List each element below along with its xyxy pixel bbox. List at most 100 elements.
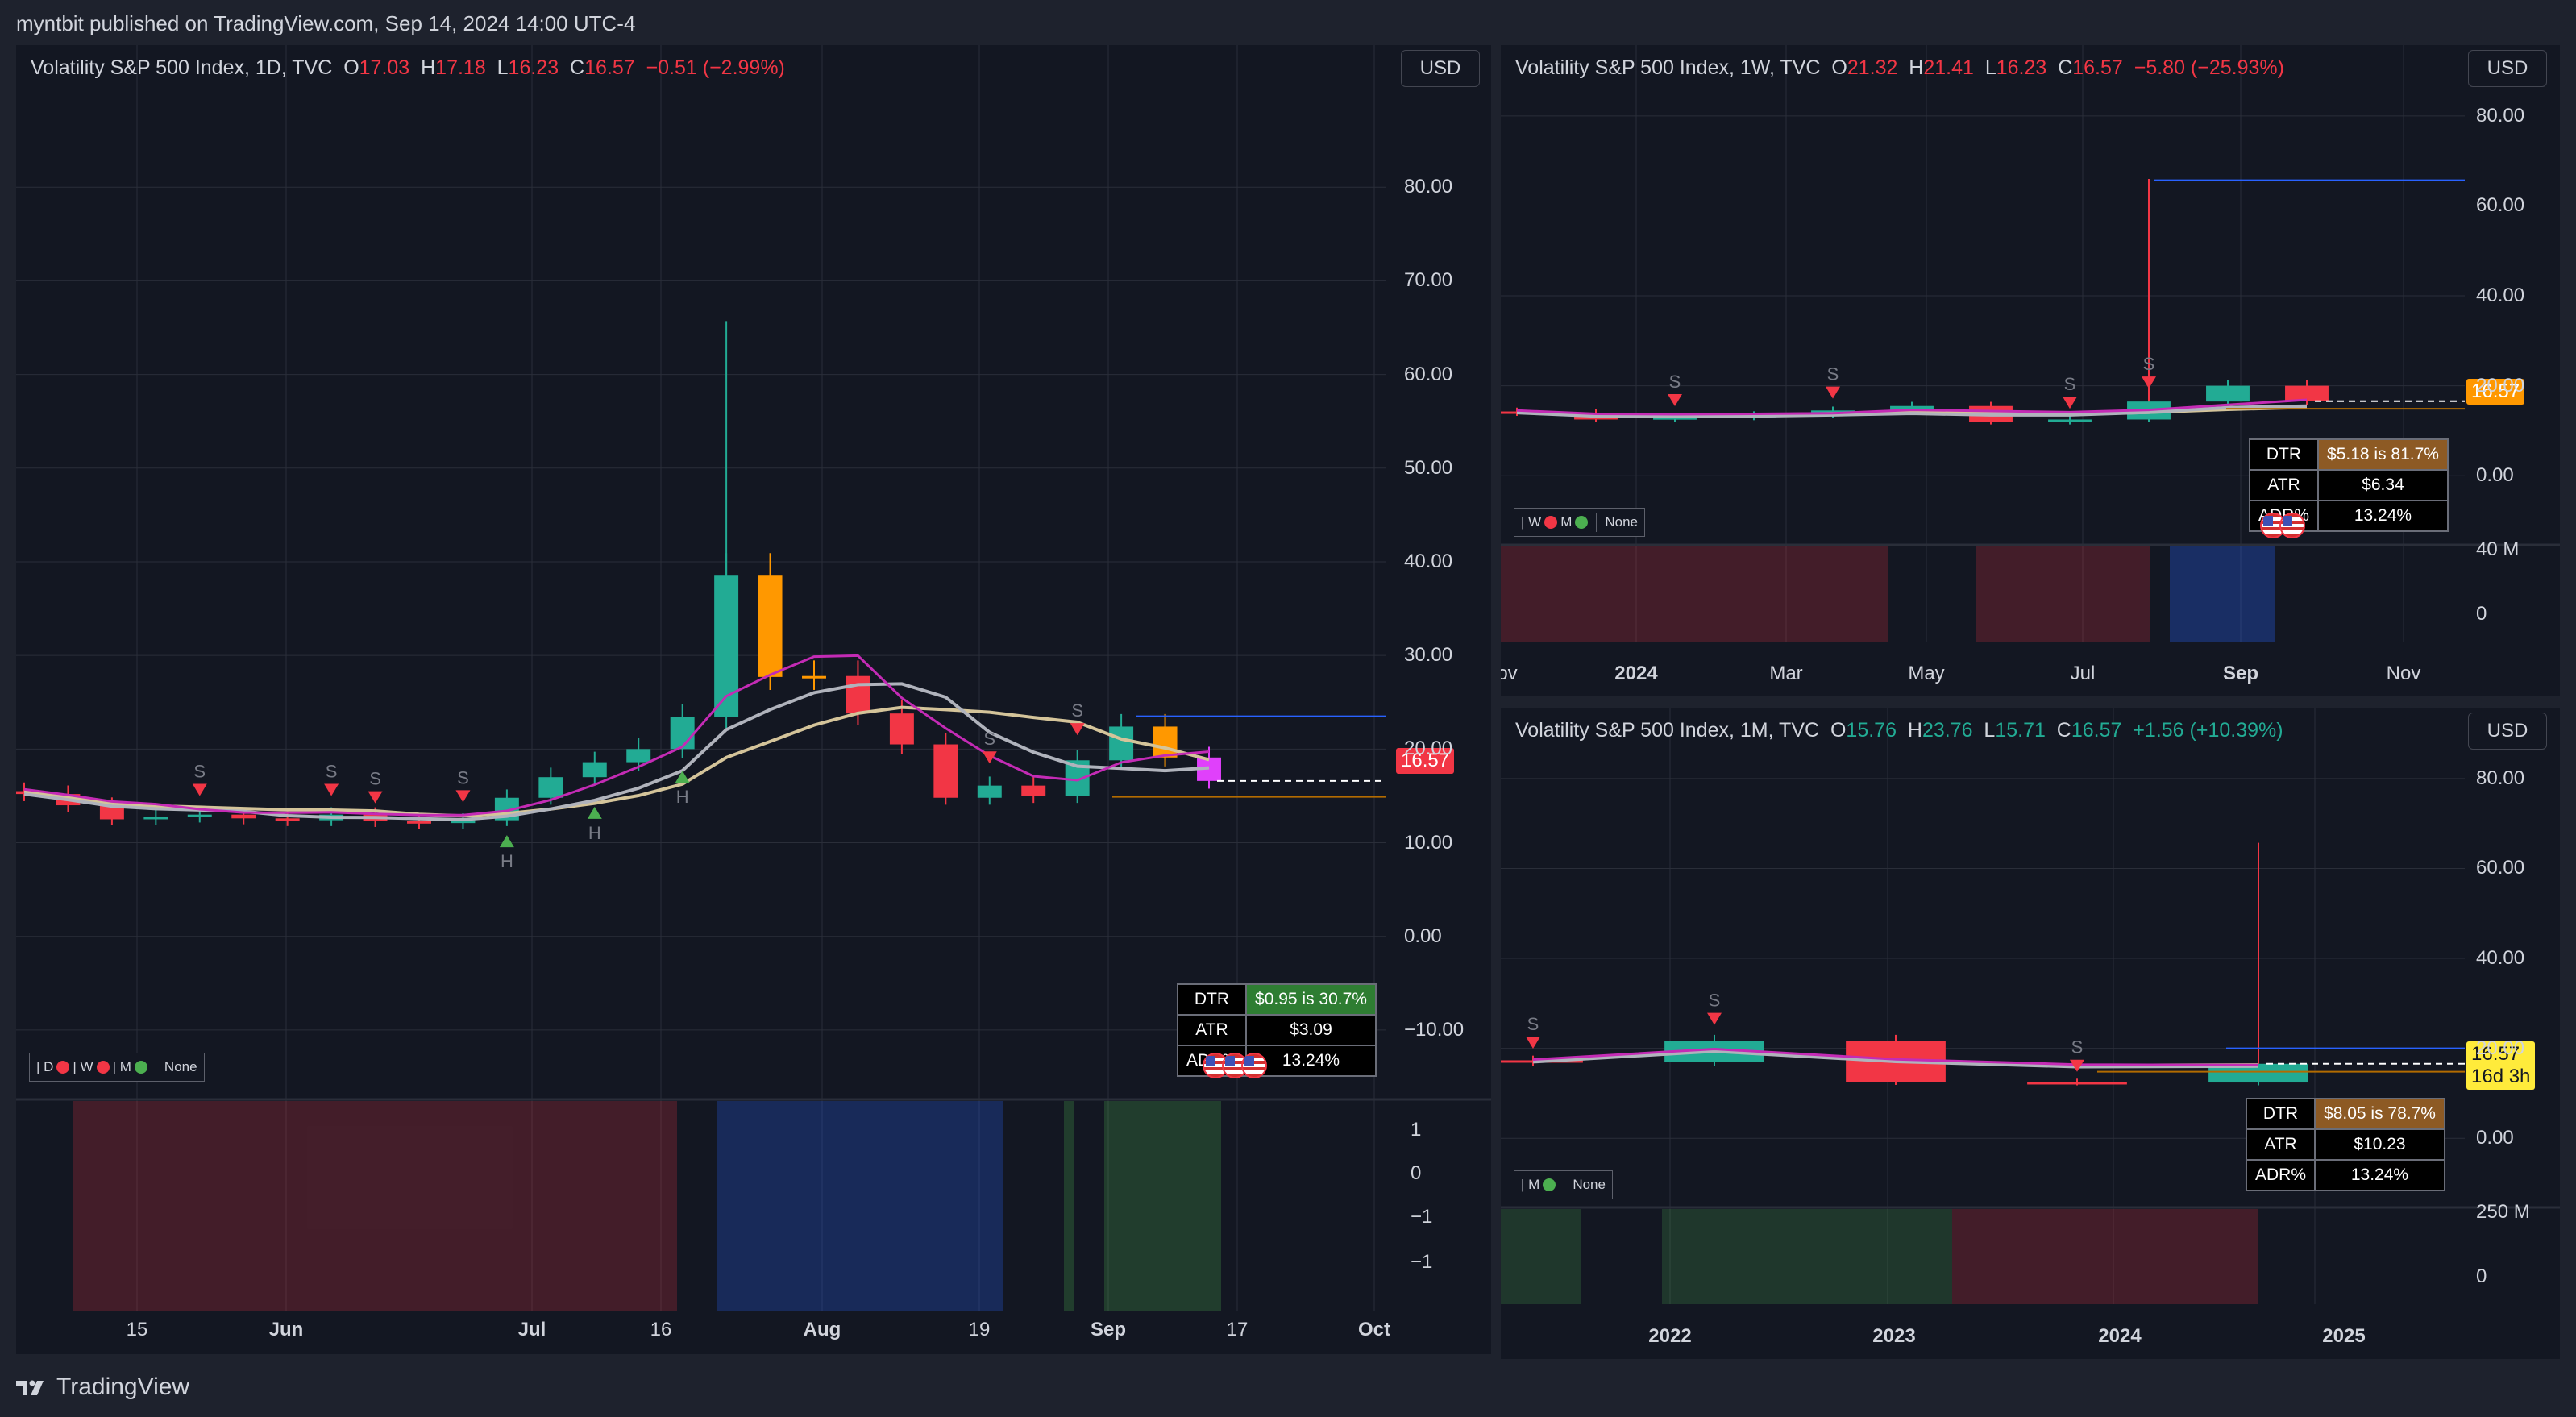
buy-arrow-icon — [499, 835, 514, 848]
daily-chart-panel[interactable]: S S S S S S H H H Volatility S&P 500 Index, 1D, … — [16, 45, 1491, 1354]
signal-band — [1104, 1101, 1221, 1311]
legend-divider — [1596, 513, 1598, 532]
high-value: 23.76 — [1922, 719, 1973, 742]
adr-row: ADR%13.24% — [2245, 1159, 2445, 1191]
monthly-vol-tick: 0 — [2476, 1265, 2487, 1287]
open-value: 17.03 — [359, 56, 410, 79]
daily-x-tick: Jun — [268, 1319, 304, 1340]
signal-band — [717, 1101, 1003, 1311]
sell-marker-label: S — [457, 767, 469, 787]
title-text: Volatility S&P 500 Index, 1M, TVC — [1515, 719, 1820, 742]
monthly-y-tick: 60.00 — [2476, 857, 2525, 879]
daily-x-tick: Jul — [517, 1319, 546, 1340]
daily-x-tick: 19 — [968, 1319, 991, 1340]
legend-d-label: | D — [36, 1059, 54, 1074]
sell-marker-label: S — [193, 762, 206, 782]
candle-body — [275, 818, 300, 821]
candle-body — [1021, 785, 1046, 796]
daily-y-tick: 60.00 — [1404, 363, 1453, 385]
weekly-chart-canvas[interactable]: S S S S — [1501, 45, 2560, 696]
sell-marker-label: S — [2064, 374, 2076, 394]
daily-currency-button[interactable]: USD — [1401, 50, 1480, 87]
change-value: −5.80 (−25.93%) — [2134, 56, 2284, 79]
daily-indicator-legend[interactable]: | D | W | M None — [29, 1053, 205, 1082]
sell-arrow-icon — [1070, 723, 1085, 736]
monthly-x-tick: 2022 — [1648, 1325, 1692, 1347]
legend-m-label: M — [1560, 514, 1573, 530]
sell-marker-label: S — [326, 762, 338, 782]
monthly-y-tick: 40.00 — [2476, 947, 2525, 970]
open-label: O — [1831, 56, 1847, 79]
monthly-x-tick: 2023 — [1872, 1325, 1916, 1347]
atr-value: $10.23 — [2314, 1128, 2445, 1161]
weekly-currency-button[interactable]: USD — [2468, 50, 2547, 87]
sell-arrow-icon — [368, 791, 383, 804]
green-dot-icon — [134, 1061, 147, 1074]
tradingview-footer[interactable]: TradingView — [16, 1373, 189, 1401]
monthly-chart-canvas[interactable]: S S S — [1501, 708, 2560, 1359]
buy-arrow-icon — [587, 806, 602, 819]
weekly-y-tick: 40.00 — [2476, 285, 2525, 307]
monthly-vol-tick: 250 M — [2476, 1201, 2530, 1223]
weekly-chart-panel[interactable]: S S S S Volatility S&P 500 Index, 1W, TVC O… — [1501, 45, 2560, 696]
sell-marker-label: S — [1709, 991, 1721, 1011]
sell-marker-label: S — [369, 769, 381, 789]
sell-marker-label: S — [1071, 700, 1083, 721]
monthly-currency-button[interactable]: USD — [2468, 713, 2547, 750]
dtr-row: DTR $0.95 is 30.7% — [1176, 983, 1377, 1016]
sell-marker-label: S — [2071, 1037, 2084, 1058]
open-value: 15.76 — [1846, 719, 1897, 742]
weekly-x-tick: Sep — [2222, 663, 2259, 684]
low-label: L — [1984, 56, 1996, 79]
weekly-vol-tick: 0 — [2476, 603, 2487, 625]
atr-row: ATR $6.34 — [2248, 469, 2449, 501]
moving-average-line — [1532, 1049, 2259, 1069]
signal-band — [73, 1101, 677, 1311]
high-value: 17.18 — [435, 56, 486, 79]
high-label: H — [1907, 719, 1922, 742]
monthly-price-tag: 16.57 16d 3h — [2466, 1041, 2536, 1090]
daily-x-tick: Sep — [1090, 1319, 1127, 1340]
change-value: +1.56 (+10.39%) — [2133, 719, 2283, 742]
candle-body — [1153, 726, 1178, 758]
candle-body — [451, 820, 476, 824]
legend-m-label: | M — [112, 1059, 131, 1074]
daily-chart-canvas[interactable]: S S S S S S H H H — [16, 45, 1491, 1354]
moving-average-line — [23, 705, 1210, 818]
weekly-y-tick: 20.00 — [2476, 374, 2525, 397]
weekly-x-tick: Mar — [1769, 663, 1803, 684]
sell-arrow-icon — [1526, 1036, 1540, 1049]
low-label: L — [1984, 719, 1996, 742]
atr-row: ATR $10.23 — [2245, 1128, 2445, 1161]
sell-marker-label: S — [1827, 364, 1839, 384]
daily-y-tick: 50.00 — [1404, 456, 1453, 479]
daily-x-tick: 15 — [126, 1319, 148, 1340]
candle-body — [977, 785, 1002, 798]
candle-body — [933, 744, 958, 798]
daily-osc-tick: −1 — [1411, 1206, 1433, 1228]
dtr-row: DTR $5.18 is 81.7% — [2248, 438, 2449, 471]
close-value: 16.57 — [2072, 56, 2123, 79]
daily-osc-tick: −1 — [1411, 1251, 1433, 1273]
close-label: C — [2056, 719, 2071, 742]
legend-none-label: None — [1605, 514, 1638, 530]
monthly-x-tick: 2025 — [2322, 1325, 2366, 1347]
daily-y-tick: 10.00 — [1404, 831, 1453, 854]
monthly-indicator-legend[interactable]: | M None — [1514, 1170, 1613, 1199]
published-line: myntbit published on TradingView.com, Se… — [16, 11, 636, 35]
daily-y-tick: 0.00 — [1404, 925, 1442, 947]
candle-body — [2208, 1063, 2308, 1083]
weekly-x-tick: Nov — [2386, 663, 2421, 684]
daily-chart-title: Volatility S&P 500 Index, 1D, TVC O17.03… — [31, 56, 785, 80]
adr-value: 13.24% — [1245, 1045, 1377, 1077]
signal-band — [2170, 546, 2275, 642]
atr-label: ATR — [2248, 469, 2320, 501]
close-value: 16.57 — [584, 56, 635, 79]
legend-w-label: | W — [73, 1059, 93, 1074]
open-label: O — [1830, 719, 1847, 742]
daily-y-tick: 40.00 — [1404, 550, 1453, 572]
weekly-indicator-legend[interactable]: | W M None — [1514, 508, 1645, 537]
sell-arrow-icon — [324, 783, 339, 796]
close-label: C — [570, 56, 585, 79]
